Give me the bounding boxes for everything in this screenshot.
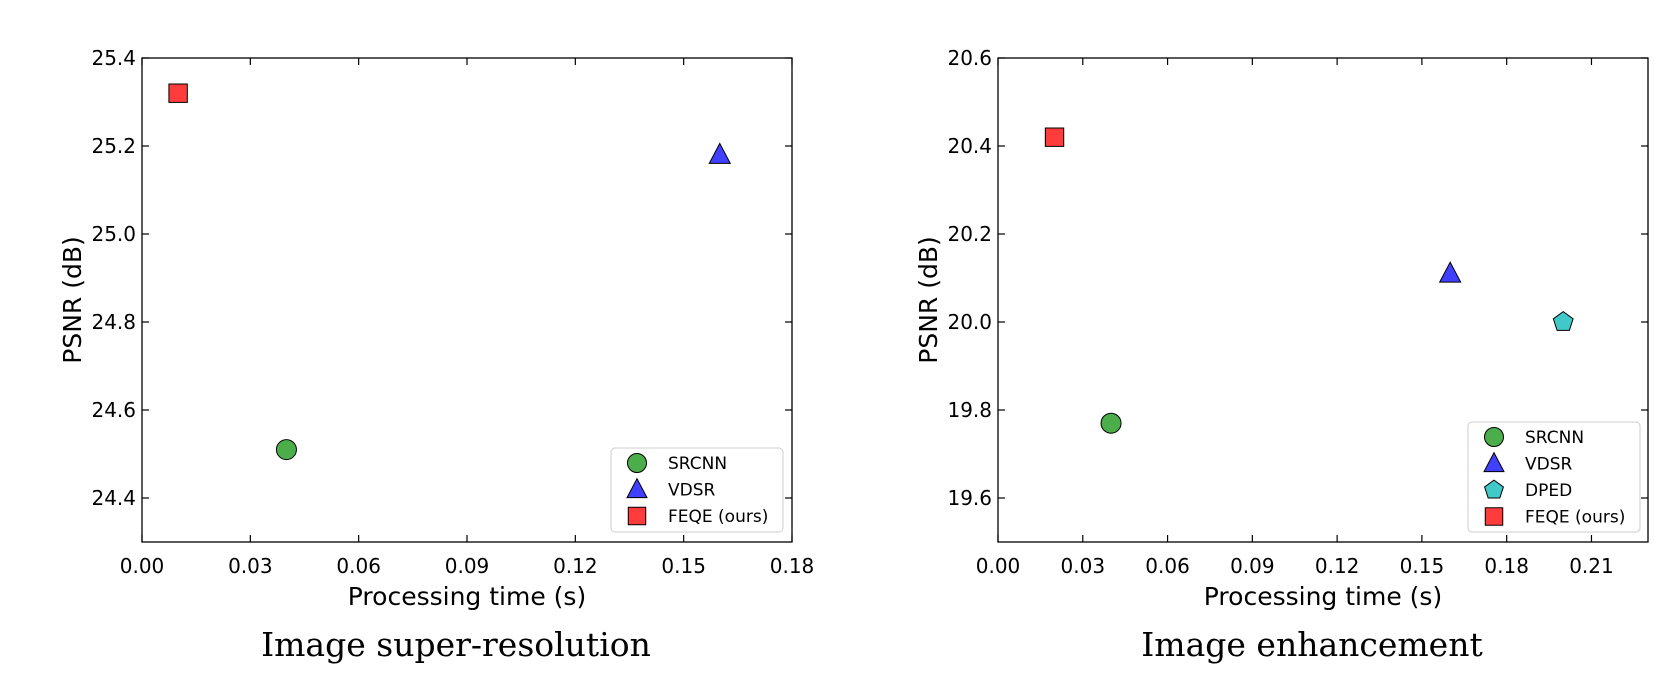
chart-caption: Image super-resolution: [261, 625, 651, 664]
legend-label: VDSR: [668, 481, 716, 501]
y-tick-label: 25.4: [91, 46, 136, 70]
legend-label: SRCNN: [1525, 428, 1584, 448]
legend-marker: [1484, 507, 1504, 526]
y-tick-label: 20.6: [947, 46, 992, 70]
data-point-srcnn: [275, 439, 297, 461]
chart-super-resolution: 0.00 0.03 0.06 0.09 0.12 0.15 0.18 24.4 24.6 24.8…: [58, 46, 814, 664]
legend-item: VDSR: [1483, 451, 1573, 475]
y-tick-label: 20.0: [947, 310, 992, 334]
legend-label: SRCNN: [668, 454, 727, 474]
x-tick-label: 0.06: [1145, 554, 1190, 578]
y-tick-label: 19.6: [947, 486, 992, 510]
y-tick-label: 20.2: [947, 222, 992, 246]
legend-label: DPED: [1525, 481, 1572, 501]
legend: SRCNN VDSR DPED FEQE (ours): [1467, 421, 1641, 533]
legend-item: FEQE (ours): [627, 506, 768, 527]
data-point-feqe-ours: [1044, 127, 1065, 147]
x-tick-label: 0.12: [553, 554, 598, 578]
x-tick-label: 0.15: [661, 554, 706, 578]
x-tick-label: 0.03: [228, 554, 273, 578]
legend-marker: [1484, 427, 1504, 447]
legend-item: SRCNN: [1484, 427, 1584, 448]
x-tick-label: 0.00: [120, 554, 165, 578]
x-tick-label: 0.21: [1569, 554, 1614, 578]
x-tick-label: 0.18: [770, 554, 815, 578]
legend-item: SRCNN: [627, 453, 727, 474]
legend-marker: [1484, 479, 1504, 499]
chart-caption: Image enhancement: [1141, 625, 1482, 664]
legend-label: FEQE (ours): [1525, 508, 1625, 528]
x-tick-label: 0.15: [1400, 554, 1445, 578]
x-tick-label: 0.09: [445, 554, 490, 578]
y-axis-label: PSNR (dB): [58, 236, 87, 364]
legend-marker: [1483, 451, 1505, 473]
x-tick-label: 0.09: [1230, 554, 1275, 578]
legend-marker: [626, 477, 648, 499]
legend-item: VDSR: [626, 477, 716, 501]
y-tick-label: 25.0: [91, 222, 136, 246]
x-tick-label: 0.18: [1484, 554, 1529, 578]
y-tick-label: 20.4: [947, 134, 992, 158]
legend-marker: [627, 453, 647, 473]
x-tick-label: 0.06: [336, 554, 381, 578]
y-axis-label: PSNR (dB): [914, 236, 943, 364]
x-tick-label: 0.12: [1315, 554, 1360, 578]
y-tick-label: 24.8: [91, 310, 136, 334]
legend-box: [1467, 421, 1641, 533]
y-tick-label: 24.6: [91, 398, 136, 422]
y-tick-label: 19.8: [947, 398, 992, 422]
legend-marker: [627, 506, 647, 526]
x-tick-label: 0.03: [1061, 554, 1106, 578]
x-axis-label: Processing time (s): [348, 582, 586, 611]
y-tick-label: 24.4: [91, 486, 136, 510]
data-point-vdsr: [708, 142, 732, 164]
legend-label: FEQE (ours): [668, 507, 768, 527]
data-point-dped: [1552, 310, 1574, 331]
legend-label: VDSR: [1525, 455, 1573, 475]
legend-item: DPED: [1484, 479, 1572, 501]
legend: SRCNN VDSR FEQE (ours): [610, 447, 784, 533]
plot-frame: [997, 57, 1649, 543]
data-point-feqe-ours: [168, 83, 188, 103]
data-point-vdsr: [1438, 261, 1462, 283]
chart-enhancement: 0.00 0.03 0.06 0.09 0.12 0.15 0.18 0.21 19.6 19.8…: [914, 46, 1649, 664]
y-tick-label: 25.2: [91, 134, 136, 158]
legend-box: [610, 447, 784, 533]
legend-item: FEQE (ours): [1484, 507, 1625, 528]
x-tick-label: 0.00: [976, 554, 1021, 578]
x-axis-label: Processing time (s): [1204, 582, 1442, 611]
data-point-srcnn: [1100, 412, 1122, 434]
